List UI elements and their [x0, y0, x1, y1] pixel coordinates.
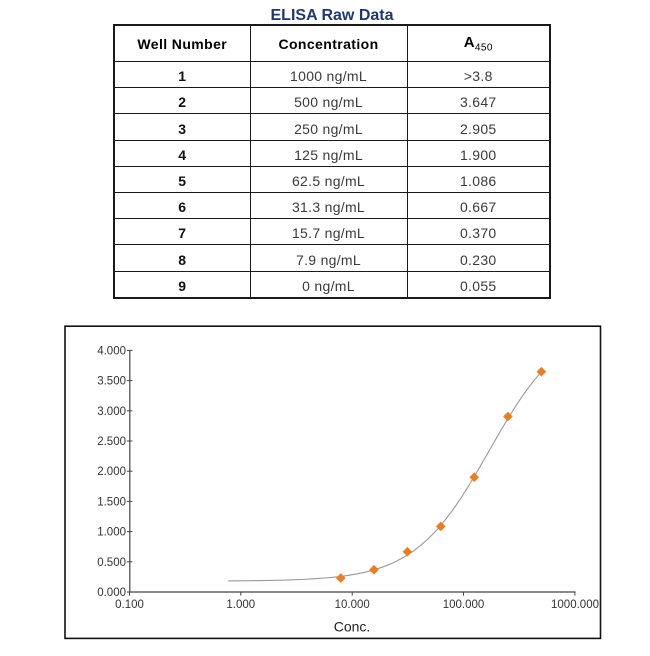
svg-text:100.000: 100.000: [443, 599, 485, 611]
svg-text:1000.000: 1000.000: [551, 599, 599, 611]
svg-text:1.000: 1.000: [97, 527, 126, 539]
svg-text:2.000: 2.000: [97, 466, 126, 478]
svg-text:3.000: 3.000: [97, 406, 126, 418]
svg-text:0.100: 0.100: [115, 599, 144, 611]
svg-text:0.500: 0.500: [97, 557, 126, 569]
svg-text:3.500: 3.500: [97, 376, 126, 388]
svg-text:1.000: 1.000: [226, 599, 255, 611]
svg-text:Conc.: Conc.: [334, 619, 371, 635]
svg-text:1.500: 1.500: [97, 496, 126, 508]
svg-text:4.000: 4.000: [97, 345, 126, 357]
svg-text:2.500: 2.500: [97, 436, 126, 448]
svg-text:10.000: 10.000: [335, 599, 370, 611]
svg-text:0.000: 0.000: [97, 587, 126, 599]
